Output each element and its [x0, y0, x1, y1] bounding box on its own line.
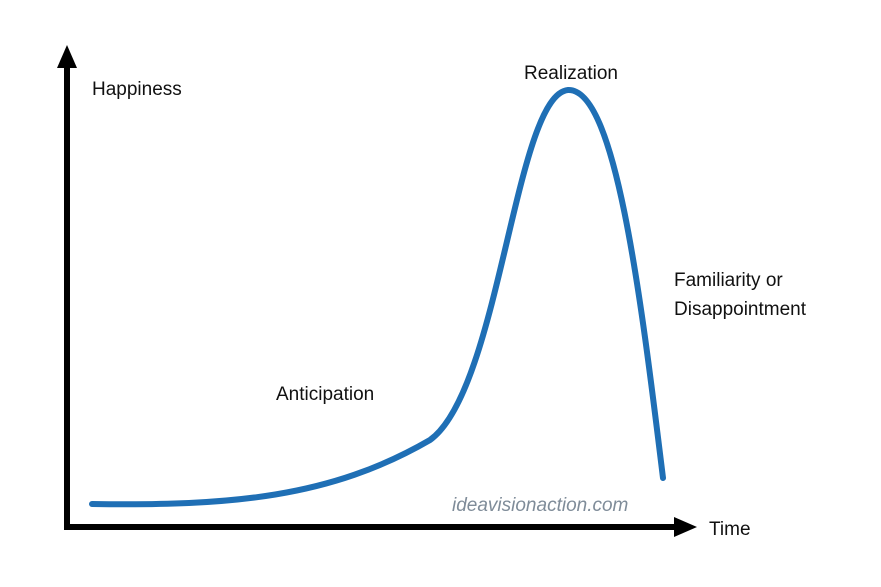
anticipation-label: Anticipation	[276, 384, 374, 405]
watermark-text: ideavisionaction.com	[452, 495, 628, 516]
familiarity-label-line2: Disappointment	[674, 299, 807, 320]
x-axis-label: Time	[709, 519, 751, 540]
happiness-curve-line	[89, 86, 666, 508]
familiarity-label-line1: Familiarity or	[674, 270, 783, 291]
y-axis-arrow-icon	[57, 45, 77, 68]
y-axis-label: Happiness	[92, 79, 182, 100]
realization-label: Realization	[524, 63, 618, 84]
x-axis-arrow-icon	[674, 517, 697, 537]
